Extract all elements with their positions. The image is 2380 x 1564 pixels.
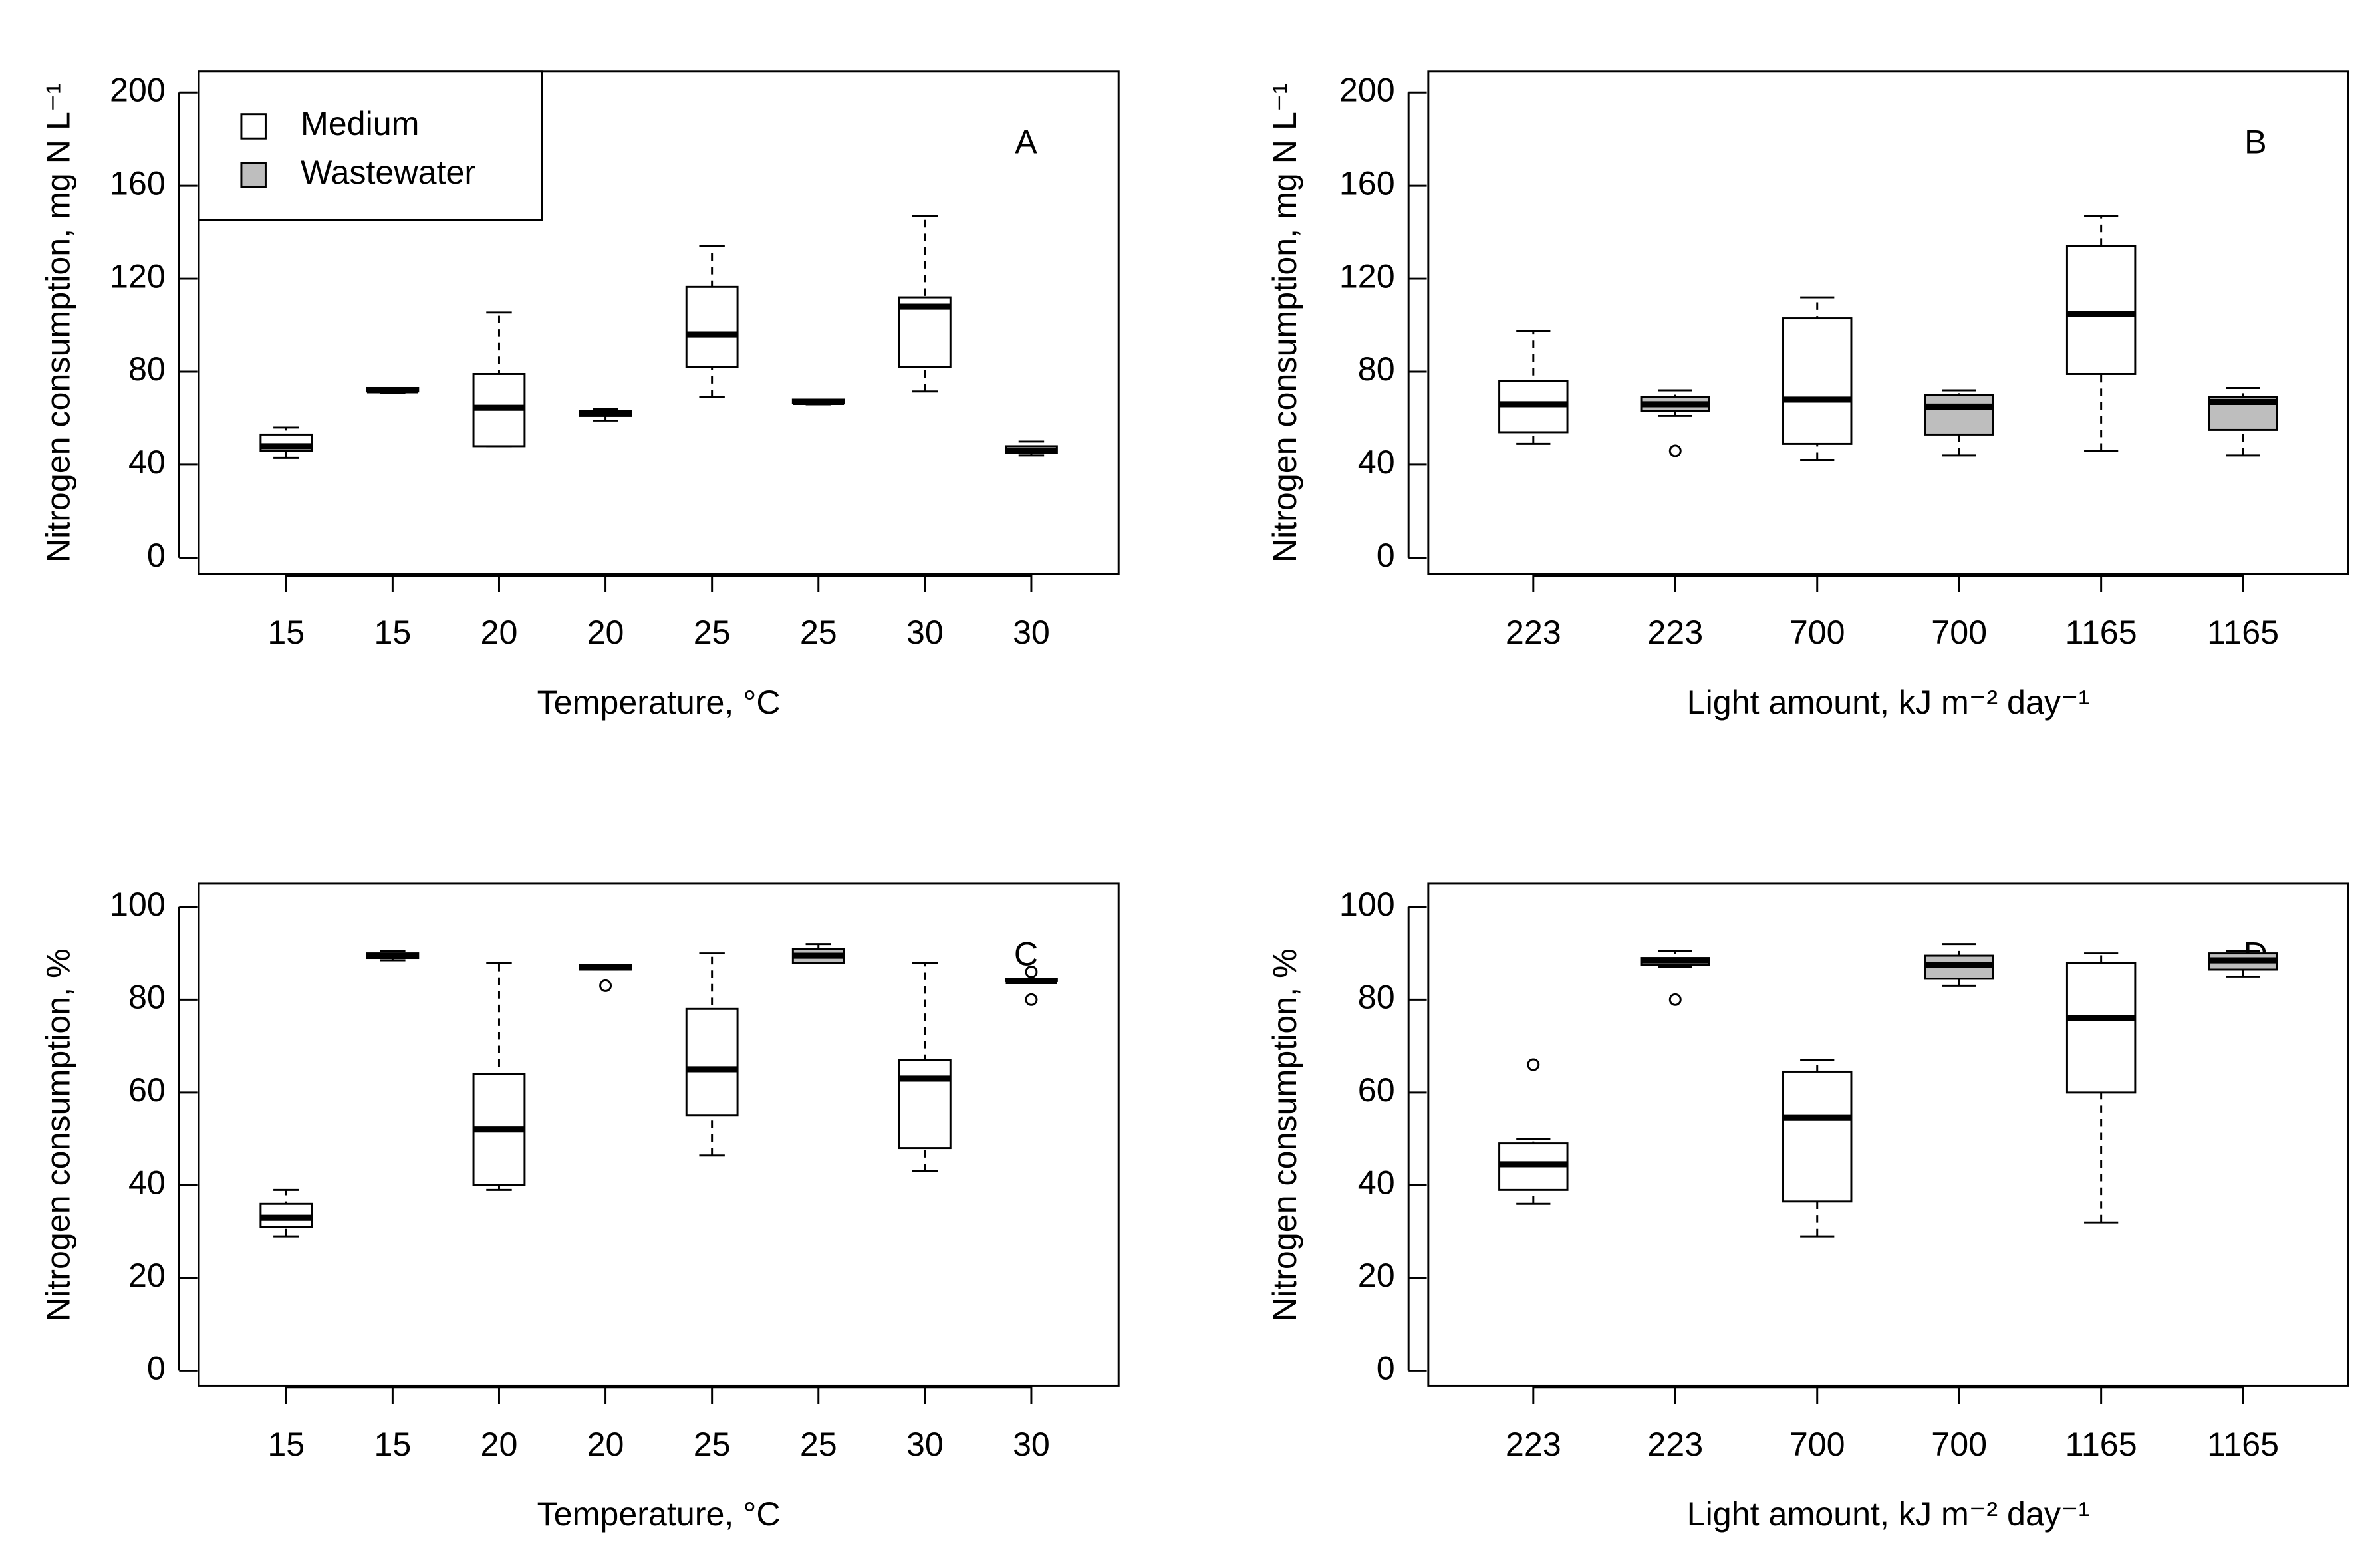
y-axis-label: Nitrogen consumption, mg N L⁻¹: [40, 83, 77, 563]
y-tick-label: 60: [1358, 1071, 1395, 1108]
x-tick-label: 1165: [2207, 1426, 2279, 1463]
x-tick-label: 223: [1647, 1426, 1703, 1463]
plot-frame: [198, 70, 1120, 575]
y-tick-label: 60: [128, 1071, 166, 1108]
x-axis-label: Temperature, °C: [537, 1496, 781, 1533]
y-tick-label: 80: [1358, 979, 1395, 1016]
x-axis-label: Temperature, °C: [537, 684, 781, 721]
x-tick-label: 20: [481, 1426, 518, 1463]
y-tick-label: 40: [128, 444, 166, 481]
x-tick-label: 15: [267, 1426, 305, 1463]
x-tick-label: 1165: [2065, 614, 2137, 651]
box: [898, 1059, 952, 1150]
x-tick-label: 15: [267, 614, 305, 651]
y-tick-label: 0: [147, 537, 166, 574]
legend-label: Medium: [301, 105, 420, 142]
x-tick-label: 25: [694, 1426, 731, 1463]
panel-label: A: [1015, 124, 1037, 161]
panel-label: B: [2244, 124, 2267, 161]
y-tick-label: 160: [110, 164, 166, 201]
legend-box: [198, 70, 543, 221]
plot-frame: [1427, 882, 2349, 1387]
y-tick-label: 120: [110, 257, 166, 295]
outlier: [1668, 444, 1682, 457]
box: [685, 1007, 739, 1117]
y-tick-label: 200: [110, 72, 166, 109]
box: [2065, 245, 2137, 375]
legend-swatch: [240, 113, 267, 140]
box: [1924, 394, 1994, 436]
outlier: [1527, 1058, 1540, 1071]
x-tick-label: 1165: [2207, 614, 2279, 651]
x-tick-label: 15: [374, 614, 411, 651]
x-tick-label: 700: [1931, 614, 1987, 651]
y-tick-label: 200: [1339, 72, 1395, 109]
x-tick-label: 30: [906, 1426, 944, 1463]
x-tick-label: 223: [1506, 614, 1561, 651]
y-tick-label: 40: [1358, 444, 1395, 481]
box: [2065, 962, 2137, 1094]
outlier: [1025, 993, 1038, 1006]
box: [1782, 317, 1853, 445]
x-tick-label: 20: [587, 614, 624, 651]
outlier: [599, 979, 612, 992]
x-tick-label: 25: [800, 1426, 837, 1463]
outlier: [1668, 993, 1682, 1006]
x-tick-label: 223: [1647, 614, 1703, 651]
x-tick-label: 20: [587, 1426, 624, 1463]
y-axis-label: Nitrogen consumption, %: [40, 948, 77, 1321]
x-tick-label: 700: [1931, 1426, 1987, 1463]
x-tick-label: 20: [481, 614, 518, 651]
y-tick-label: 20: [1358, 1257, 1395, 1294]
y-tick-label: 20: [128, 1257, 166, 1294]
x-axis-label: Light amount, kJ m⁻² day⁻¹: [1687, 1496, 2089, 1533]
x-axis-label: Light amount, kJ m⁻² day⁻¹: [1687, 684, 2089, 721]
x-tick-label: 25: [800, 614, 837, 651]
y-tick-label: 80: [128, 350, 166, 388]
y-tick-label: 100: [1339, 886, 1395, 923]
y-tick-label: 100: [110, 886, 166, 923]
y-tick-label: 0: [1377, 537, 1395, 574]
x-tick-label: 30: [1013, 614, 1050, 651]
box: [685, 285, 739, 368]
outlier: [1025, 966, 1038, 978]
y-tick-label: 40: [1358, 1164, 1395, 1202]
y-axis-label: Nitrogen consumption, %: [1266, 948, 1303, 1321]
x-tick-label: 1165: [2065, 1426, 2137, 1463]
x-tick-label: 223: [1506, 1426, 1561, 1463]
plot-frame: [1427, 70, 2349, 575]
y-tick-label: 0: [1377, 1350, 1395, 1387]
y-tick-label: 40: [128, 1164, 166, 1202]
y-tick-label: 160: [1339, 164, 1395, 201]
x-tick-label: 25: [694, 614, 731, 651]
plot-frame: [198, 882, 1120, 1387]
x-tick-label: 30: [1013, 1426, 1050, 1463]
x-tick-label: 700: [1789, 1426, 1845, 1463]
x-tick-label: 15: [374, 1426, 411, 1463]
box: [1782, 1070, 1853, 1203]
x-tick-label: 30: [906, 614, 944, 651]
y-tick-label: 80: [1358, 350, 1395, 388]
y-tick-label: 120: [1339, 257, 1395, 295]
y-tick-label: 80: [128, 979, 166, 1016]
x-tick-label: 700: [1789, 614, 1845, 651]
y-tick-label: 0: [147, 1350, 166, 1387]
y-axis-label: Nitrogen consumption, mg N L⁻¹: [1266, 83, 1303, 563]
legend-label: Wastewater: [301, 154, 475, 191]
legend-swatch: [240, 162, 267, 188]
